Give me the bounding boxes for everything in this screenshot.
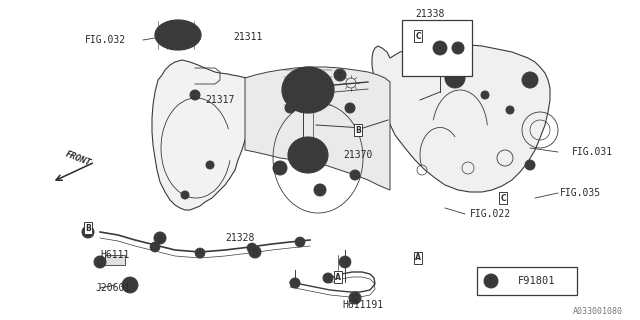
Circle shape [154, 232, 166, 244]
Text: H6111: H6111 [100, 250, 130, 260]
Circle shape [195, 248, 205, 258]
Text: A: A [415, 253, 421, 262]
Text: ①: ① [489, 278, 493, 284]
Circle shape [247, 243, 257, 253]
Circle shape [82, 226, 94, 238]
Circle shape [349, 292, 361, 304]
Circle shape [433, 41, 447, 55]
Circle shape [190, 90, 200, 100]
Text: ①: ① [338, 72, 342, 78]
Circle shape [290, 278, 300, 288]
Circle shape [350, 170, 360, 180]
Text: 21370: 21370 [343, 150, 372, 160]
Circle shape [525, 160, 535, 170]
Polygon shape [372, 44, 550, 192]
Ellipse shape [288, 137, 328, 173]
Polygon shape [245, 67, 390, 190]
Bar [402, 20, 472, 76]
Polygon shape [152, 60, 255, 210]
Circle shape [273, 161, 287, 175]
Circle shape [445, 68, 465, 88]
Circle shape [506, 106, 514, 114]
Text: C: C [415, 31, 421, 41]
Text: ①: ① [98, 259, 102, 265]
Circle shape [314, 184, 326, 196]
Circle shape [484, 274, 498, 288]
Text: J20601: J20601 [95, 283, 131, 293]
Circle shape [295, 237, 305, 247]
Bar [105, 255, 125, 265]
Circle shape [345, 103, 355, 113]
Circle shape [249, 246, 261, 258]
Text: FIG.032: FIG.032 [84, 35, 125, 45]
Text: ①: ① [456, 45, 460, 51]
Circle shape [334, 69, 346, 81]
Circle shape [181, 191, 189, 199]
Ellipse shape [155, 20, 201, 50]
Text: A033001080: A033001080 [573, 307, 623, 316]
Text: H611191: H611191 [342, 300, 383, 310]
Text: ①: ① [158, 235, 162, 241]
Circle shape [150, 242, 160, 252]
Text: ①: ① [353, 295, 357, 301]
Bar [477, 267, 577, 295]
Text: FIG.035: FIG.035 [559, 188, 600, 198]
Circle shape [522, 72, 538, 88]
Text: 21328: 21328 [225, 233, 255, 243]
Text: A: A [335, 273, 341, 282]
Text: FIG.022: FIG.022 [469, 209, 511, 219]
Text: ①: ① [86, 229, 90, 235]
Text: 21311: 21311 [234, 32, 262, 42]
Circle shape [481, 91, 489, 99]
Circle shape [94, 256, 106, 268]
Circle shape [437, 45, 443, 51]
Circle shape [452, 42, 464, 54]
Text: F91801: F91801 [518, 276, 556, 286]
Circle shape [285, 103, 295, 113]
Circle shape [339, 256, 351, 268]
Text: FRONT: FRONT [64, 149, 92, 168]
Text: B: B [355, 125, 361, 134]
Circle shape [323, 273, 333, 283]
Ellipse shape [282, 67, 334, 113]
Text: B: B [85, 223, 91, 233]
Circle shape [122, 277, 138, 293]
Circle shape [206, 161, 214, 169]
Ellipse shape [166, 28, 190, 43]
Text: 21317: 21317 [205, 95, 235, 105]
Text: 21338: 21338 [415, 9, 445, 19]
Text: ①: ① [253, 249, 257, 255]
Text: C: C [500, 194, 506, 203]
Text: FIG.031: FIG.031 [572, 147, 612, 157]
